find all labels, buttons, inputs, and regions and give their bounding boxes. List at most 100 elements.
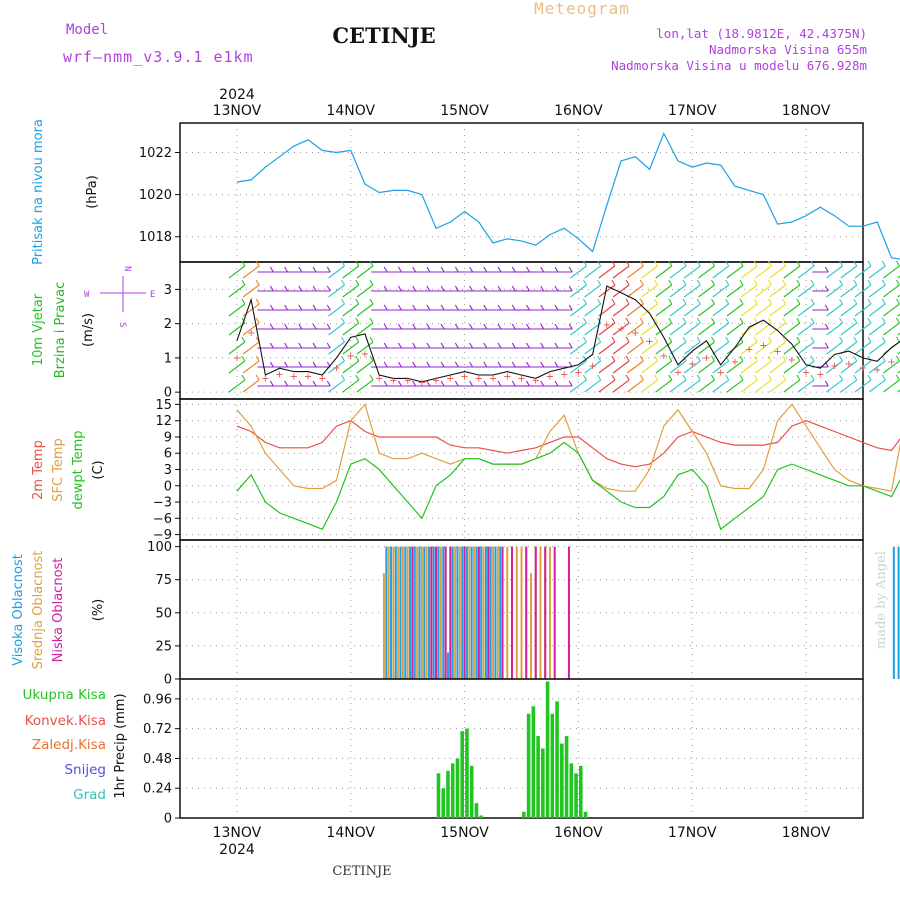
precip-bar xyxy=(436,773,441,818)
gust-mark: + xyxy=(318,373,326,384)
wind-barb xyxy=(625,336,630,343)
wind-barb xyxy=(497,304,502,311)
wind-barb xyxy=(839,298,844,305)
wind-barb xyxy=(412,304,417,311)
cloud-bar xyxy=(484,546,487,679)
wind-barb xyxy=(312,323,317,330)
wind-barb xyxy=(554,285,559,292)
wind-barb xyxy=(696,260,701,267)
wind-barb xyxy=(342,284,360,298)
wind-barb xyxy=(625,374,630,381)
wind-barb xyxy=(698,322,715,336)
wind-barb xyxy=(412,342,417,349)
wind-barb xyxy=(868,265,886,279)
wind-barb xyxy=(228,379,246,393)
wind-barb xyxy=(669,341,687,355)
precip-panel: 0 0.24 0.48 0.72 0.96 xyxy=(143,678,864,827)
wind-barb xyxy=(655,303,673,317)
wind-barb xyxy=(597,336,602,343)
wind-barb xyxy=(355,317,360,324)
wind-barb xyxy=(312,304,317,311)
wind-barb xyxy=(627,303,644,317)
wind-barb xyxy=(654,298,659,305)
precip-bar xyxy=(550,713,555,818)
y-tick-label: 0 xyxy=(164,479,172,494)
wind-barb xyxy=(584,265,601,279)
wind-barb xyxy=(767,336,772,343)
precip-bar xyxy=(479,815,483,818)
wind-barb xyxy=(612,303,630,317)
cloud-bar xyxy=(446,652,449,679)
wind-barb xyxy=(342,360,360,374)
wind-barb xyxy=(853,374,858,381)
wind-barb xyxy=(412,380,417,387)
wind-barb xyxy=(867,317,872,324)
cloud-bar xyxy=(463,546,466,679)
wind-barb xyxy=(627,341,644,355)
wind-barb xyxy=(725,374,730,381)
wind-barb xyxy=(269,285,274,292)
wind-barb xyxy=(369,260,374,267)
wind-barb xyxy=(868,379,886,393)
precip-bar xyxy=(446,770,450,818)
wind-barb xyxy=(797,341,815,355)
wind-barb xyxy=(326,380,331,387)
wind-barb xyxy=(669,322,687,336)
wind-barb xyxy=(682,260,687,267)
cloud-bar xyxy=(492,546,495,679)
wind-barb xyxy=(625,260,630,267)
wind-barb xyxy=(255,374,260,381)
wind-barb xyxy=(797,284,815,298)
wind-barb xyxy=(824,323,829,330)
wind-barb xyxy=(497,380,502,387)
wind-barb xyxy=(568,323,573,330)
wind-barb xyxy=(383,361,388,368)
wind-barb xyxy=(284,323,289,330)
cloud-bar xyxy=(437,546,440,679)
wind-barb xyxy=(853,260,858,267)
wind-barb xyxy=(570,360,587,374)
wind-barb xyxy=(298,285,303,292)
wind-barb xyxy=(669,284,687,298)
wind-barb xyxy=(298,323,303,330)
cloud-bar xyxy=(420,546,423,679)
wind-barb xyxy=(298,342,303,349)
wind-barb xyxy=(683,303,701,317)
wind-barb xyxy=(654,374,659,381)
wind-barb xyxy=(426,361,431,368)
wind-barb xyxy=(356,265,374,279)
wind-barb xyxy=(397,361,402,368)
cloud-bar xyxy=(475,546,478,679)
wind-barb xyxy=(383,266,388,273)
wind-barb xyxy=(397,323,402,330)
wind-barb xyxy=(612,379,630,393)
compass-e: E xyxy=(150,290,155,300)
wind-barb xyxy=(597,260,602,267)
wind-barb xyxy=(627,265,644,279)
gust-mark: + xyxy=(773,347,781,358)
wind-barb xyxy=(341,260,345,267)
wind-barb xyxy=(369,317,374,324)
y-tick-label: 75 xyxy=(155,573,172,588)
wind-barb xyxy=(739,298,744,305)
wind-barb xyxy=(726,284,744,298)
wind-barb xyxy=(698,379,715,393)
wind-barb xyxy=(497,266,502,273)
compass-w: W xyxy=(84,290,90,300)
wind-barb xyxy=(641,341,658,355)
wind-barb xyxy=(826,303,843,317)
temp-unit: (C) xyxy=(91,460,106,479)
wind-barb xyxy=(824,342,829,349)
wind-barb xyxy=(739,355,744,362)
wind-barb xyxy=(639,355,644,362)
cloud-mid-ylabel: Srednja Oblacnost xyxy=(31,551,46,670)
precip-bar xyxy=(441,788,446,818)
wind-barb xyxy=(755,265,772,279)
wind-barb xyxy=(511,304,516,311)
wind-barb xyxy=(839,374,844,381)
wind-barb xyxy=(568,380,573,387)
wind-barb xyxy=(726,265,744,279)
wind-barb xyxy=(782,374,787,381)
wind-barb xyxy=(726,360,744,374)
wind-barb xyxy=(726,303,744,317)
